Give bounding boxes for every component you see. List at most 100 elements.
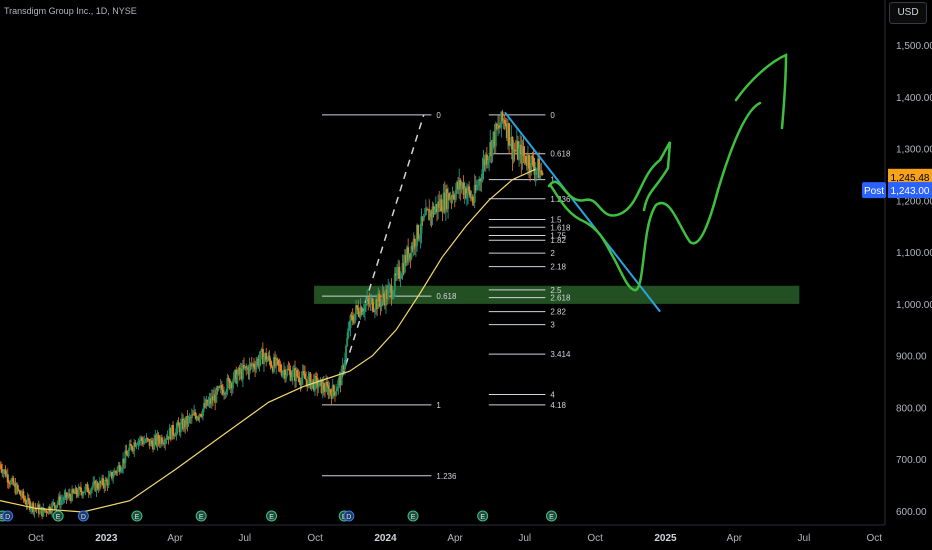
x-tick-label: Oct <box>28 533 44 544</box>
candle-body <box>270 366 273 368</box>
candle-body <box>491 139 494 157</box>
candle-body <box>534 170 537 175</box>
currency-button[interactable]: USD <box>889 2 927 24</box>
candle-body <box>0 464 3 470</box>
candle-body <box>511 137 514 160</box>
support-zone[interactable] <box>314 285 800 304</box>
event-marker-icon[interactable] <box>477 510 489 522</box>
event-marker-icon[interactable] <box>52 510 64 522</box>
candle-body <box>433 209 436 215</box>
event-marker-letter: E <box>549 514 554 521</box>
candle-body <box>290 377 293 381</box>
candle-body <box>138 440 141 442</box>
candle-body <box>233 372 236 382</box>
candle-body <box>28 501 31 511</box>
candle-body <box>484 154 487 166</box>
candle-body <box>258 359 261 366</box>
event-marker-icon[interactable] <box>131 510 143 522</box>
y-tick-label: 800.00 <box>896 403 927 414</box>
candle-body <box>231 381 234 389</box>
candle-body <box>342 365 345 370</box>
candle-body <box>431 206 434 218</box>
candle-body <box>291 369 294 378</box>
fib-right-label: 1.82 <box>550 236 566 245</box>
candle-body <box>343 359 346 370</box>
candle-body <box>260 348 263 351</box>
projection-path-2 <box>549 101 762 292</box>
candle-body <box>287 368 290 370</box>
candle-body <box>106 480 109 486</box>
candle-body <box>135 444 138 447</box>
candle-body <box>111 471 114 479</box>
candle-body <box>223 393 226 395</box>
trendline[interactable] <box>504 111 661 313</box>
candle-body <box>296 369 299 377</box>
event-marker-icon[interactable] <box>266 510 278 522</box>
candle-body <box>209 398 212 404</box>
candle-body <box>282 369 285 372</box>
candle-body <box>22 491 25 498</box>
candle-body <box>305 378 308 381</box>
candle-body <box>129 444 132 446</box>
candle-body <box>286 368 289 375</box>
candle-body <box>96 483 99 489</box>
event-marker-icon[interactable] <box>343 510 355 522</box>
event-marker-icon[interactable] <box>545 510 557 522</box>
event-marker-icon[interactable] <box>77 510 89 522</box>
candle-body <box>93 481 96 483</box>
candle-body <box>66 496 69 499</box>
event-marker-letter: E <box>199 514 204 521</box>
candle-body <box>118 465 121 473</box>
event-marker-icon[interactable] <box>407 510 419 522</box>
candle-body <box>320 379 323 393</box>
candle-body <box>215 387 218 403</box>
candle-body <box>447 193 450 209</box>
candle-body <box>426 208 429 210</box>
candle-body <box>335 391 338 396</box>
candle-body <box>229 383 232 389</box>
event-marker-letter: E <box>269 514 274 521</box>
candle-body <box>18 490 21 495</box>
candle-body <box>279 364 282 371</box>
candle-body <box>214 394 217 403</box>
candle-body <box>481 169 484 181</box>
candle-body <box>50 511 53 513</box>
candle-body <box>186 416 189 425</box>
candle-body <box>85 484 88 487</box>
candle-body <box>499 127 502 129</box>
y-tick-label: 1,200.00 <box>896 196 932 207</box>
candle-body <box>114 471 117 473</box>
candle-body <box>281 371 284 376</box>
candle-body <box>156 434 159 445</box>
candle-body <box>177 422 180 426</box>
candle-body <box>154 435 157 440</box>
fib-left-label: 0 <box>436 111 441 120</box>
candle-body <box>26 497 29 505</box>
candle-body <box>134 442 137 447</box>
candle-body <box>444 189 447 211</box>
candle-body <box>406 247 409 263</box>
x-tick-label: Apr <box>447 533 463 544</box>
candle-body <box>427 209 430 211</box>
event-marker-icon[interactable] <box>2 510 14 522</box>
candle-body <box>458 179 461 190</box>
candle-body <box>516 141 519 160</box>
candle-body <box>467 186 470 194</box>
candle-body <box>372 310 375 312</box>
candle-body <box>421 216 424 221</box>
candle-body <box>361 312 364 315</box>
candle-body <box>145 438 148 442</box>
candle-body <box>62 500 65 502</box>
candle-body <box>412 238 415 250</box>
x-tick-label: Apr <box>727 533 743 544</box>
candle-body <box>227 378 230 380</box>
candle-body <box>91 487 94 490</box>
event-marker-icon[interactable] <box>195 510 207 522</box>
candle-body <box>423 215 426 217</box>
candle-body <box>455 182 458 190</box>
candle-body <box>411 245 414 250</box>
last-price-tag <box>888 168 932 185</box>
candle-body <box>112 475 115 479</box>
